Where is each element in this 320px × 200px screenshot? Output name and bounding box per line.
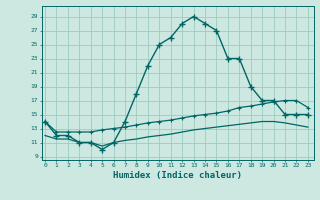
X-axis label: Humidex (Indice chaleur): Humidex (Indice chaleur) [113, 171, 242, 180]
